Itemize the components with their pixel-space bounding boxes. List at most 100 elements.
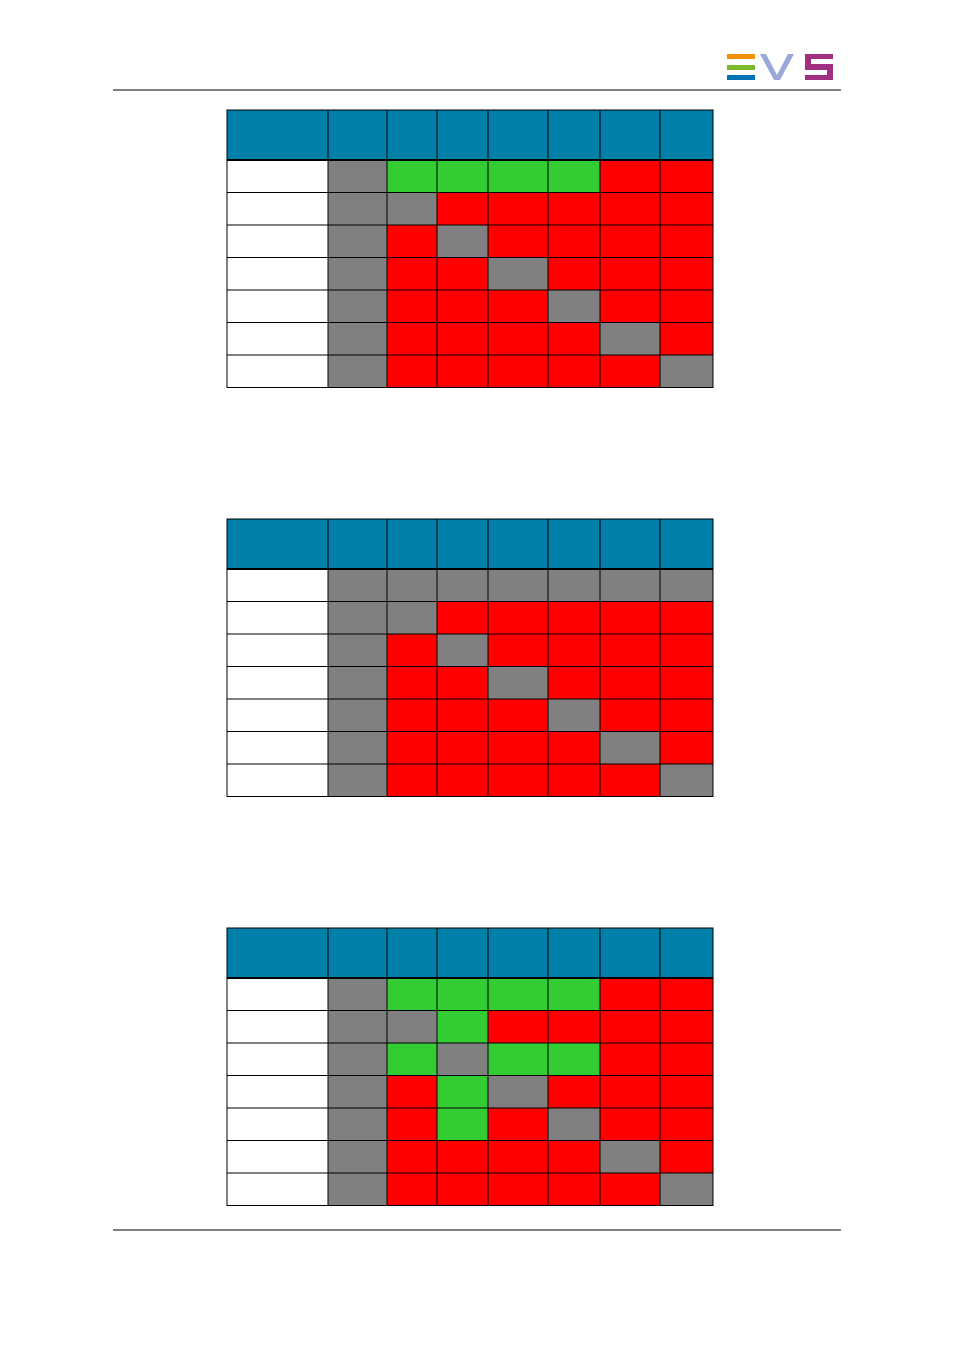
- table-cell: [226, 763, 329, 797]
- table-cell: [327, 977, 388, 1011]
- header-cell: [487, 518, 549, 570]
- table-cell: [327, 257, 388, 291]
- table-cell: [436, 763, 489, 797]
- table-cell: [226, 1075, 329, 1109]
- table-cell: [487, 633, 549, 667]
- table-cell: [327, 698, 388, 732]
- table-cell: [327, 322, 388, 356]
- table-cell: [436, 224, 489, 258]
- table-cell: [599, 731, 661, 765]
- table-cell: [547, 1075, 601, 1109]
- table-cell: [226, 257, 329, 291]
- table-cell: [226, 1042, 329, 1076]
- table-cell: [599, 633, 661, 667]
- header-cell: [547, 927, 601, 979]
- table-cell: [547, 1010, 601, 1044]
- table-cell: [327, 1172, 388, 1206]
- table-cell: [226, 322, 329, 356]
- logo-v: [760, 54, 794, 80]
- table-cell: [599, 1172, 661, 1206]
- table-cell: [487, 1107, 549, 1141]
- table-cell: [327, 731, 388, 765]
- table-cell: [487, 354, 549, 388]
- table-cell: [659, 354, 714, 388]
- table-cell: [436, 666, 489, 700]
- table-cell: [386, 289, 438, 323]
- table-cell: [487, 322, 549, 356]
- table-cell: [436, 633, 489, 667]
- table-cell: [599, 159, 661, 193]
- table-cell: [599, 354, 661, 388]
- table-cell: [659, 224, 714, 258]
- header-cell: [436, 518, 489, 570]
- table-cell: [327, 289, 388, 323]
- table-cell: [226, 192, 329, 226]
- table-cell: [386, 633, 438, 667]
- table-cell: [226, 1172, 329, 1206]
- table-cell: [659, 192, 714, 226]
- table-cell: [547, 763, 601, 797]
- table-cell: [436, 159, 489, 193]
- header-cell: [327, 109, 388, 161]
- table-cell: [599, 1107, 661, 1141]
- table-cell: [487, 763, 549, 797]
- table-cell: [487, 192, 549, 226]
- table-cell: [547, 731, 601, 765]
- table-cell: [386, 159, 438, 193]
- tables: [226, 109, 714, 1206]
- header-cell: [436, 927, 489, 979]
- table-cell: [386, 354, 438, 388]
- table-cell: [659, 601, 714, 635]
- table-cell: [386, 1075, 438, 1109]
- table-cell: [487, 224, 549, 258]
- table-cell: [659, 1010, 714, 1044]
- table-cell: [487, 159, 549, 193]
- table-cell: [226, 731, 329, 765]
- table-cell: [226, 1140, 329, 1174]
- table-cell: [599, 224, 661, 258]
- header-cell: [487, 109, 549, 161]
- table-cell: [599, 1075, 661, 1109]
- table-cell: [327, 224, 388, 258]
- table-cell: [487, 1010, 549, 1044]
- table-cell: [436, 698, 489, 732]
- table: [226, 109, 714, 388]
- table-cell: [547, 698, 601, 732]
- table-cell: [599, 1010, 661, 1044]
- table-cell: [386, 1172, 438, 1206]
- table-cell: [487, 698, 549, 732]
- table-cell: [327, 763, 388, 797]
- table-cell: [659, 1140, 714, 1174]
- table-cell: [327, 354, 388, 388]
- table-cell: [547, 1172, 601, 1206]
- table-cell: [327, 1075, 388, 1109]
- table-cell: [547, 1042, 601, 1076]
- table-cell: [436, 257, 489, 291]
- table-cell: [436, 1010, 489, 1044]
- table-cell: [436, 192, 489, 226]
- table-cell: [436, 731, 489, 765]
- header-cell: [327, 927, 388, 979]
- table-cell: [436, 289, 489, 323]
- table-cell: [599, 257, 661, 291]
- table-cell: [436, 1172, 489, 1206]
- table-cell: [327, 601, 388, 635]
- table-cell: [327, 1010, 388, 1044]
- table-cell: [327, 159, 388, 193]
- table-cell: [226, 977, 329, 1011]
- table-cell: [436, 1042, 489, 1076]
- table-cell: [599, 698, 661, 732]
- table-cell: [327, 633, 388, 667]
- table-cell: [386, 1010, 438, 1044]
- table-cell: [327, 568, 388, 602]
- header-cell: [226, 518, 329, 570]
- table-cell: [226, 568, 329, 602]
- table-cell: [599, 568, 661, 602]
- table-cell: [487, 977, 549, 1011]
- table-cell: [547, 289, 601, 323]
- table-cell: [386, 698, 438, 732]
- table-cell: [386, 977, 438, 1011]
- table: [226, 518, 714, 797]
